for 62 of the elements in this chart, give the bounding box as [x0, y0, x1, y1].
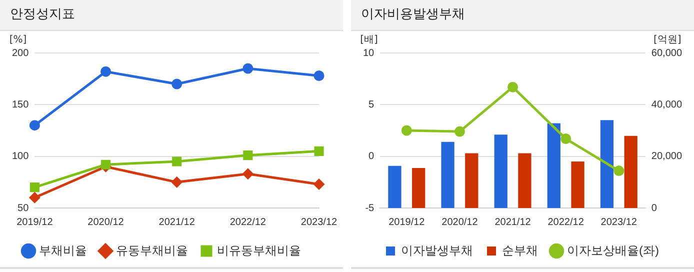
y-tick-label: -5: [365, 202, 375, 214]
point: [314, 70, 324, 81]
legend-label: 이자보상배율(좌): [567, 243, 660, 258]
point: [401, 125, 412, 136]
y-axis-title: [배]: [360, 34, 378, 46]
point: [314, 178, 324, 190]
point: [29, 192, 40, 203]
x-tick-label: 2023/12: [600, 216, 638, 228]
bar: [494, 134, 508, 208]
y-tick-label: 100: [12, 151, 30, 162]
point: [242, 168, 254, 180]
bar: [441, 142, 454, 208]
y-axis-title: [%]: [9, 34, 27, 46]
bar: [600, 120, 614, 208]
y2-axis-title: [억원]: [654, 34, 682, 46]
point: [172, 156, 182, 166]
legend-label: 비유동부채비율: [217, 243, 301, 258]
y-tick-label: 200: [12, 48, 30, 59]
point: [172, 78, 182, 90]
point: [242, 63, 254, 74]
point: [100, 66, 112, 77]
x-tick-label: 2022/12: [230, 216, 266, 228]
point: [29, 120, 40, 131]
x-tick-label: 2021/12: [158, 216, 196, 228]
point: [614, 166, 624, 176]
y2-tick-label: 20,000: [651, 151, 682, 162]
bar: [547, 123, 560, 208]
bar: [465, 153, 478, 208]
x-tick-label: 2019/12: [16, 216, 54, 228]
bar: [412, 168, 426, 208]
chart-title: 이자비용발생부채: [351, 0, 694, 31]
chart-title: 안정성지표: [0, 0, 343, 31]
x-tick-label: 2020/12: [442, 216, 478, 228]
y-tick-label: 0: [368, 151, 375, 162]
y2-tick-label: 60,000: [651, 48, 682, 59]
x-tick-label: 2020/12: [88, 216, 124, 228]
y-tick-label: 10: [363, 48, 375, 59]
bar: [388, 166, 402, 208]
point: [172, 176, 182, 188]
point: [314, 146, 324, 156]
y2-tick-label: 0: [651, 202, 658, 214]
bar: [624, 136, 638, 208]
x-tick-label: 2023/12: [300, 216, 338, 228]
point: [560, 134, 572, 144]
y-tick-label: 50: [18, 202, 30, 214]
y2-tick-label: 40,000: [651, 99, 682, 110]
point: [30, 182, 40, 192]
bar: [518, 153, 532, 208]
y-tick-label: 5: [368, 99, 375, 110]
point: [454, 126, 465, 137]
bar: [571, 162, 584, 208]
legend-label: 부채비율: [39, 243, 87, 258]
y-tick-label: 150: [12, 99, 30, 110]
legend-label: 이자발생부채: [401, 243, 474, 258]
point: [100, 160, 111, 170]
point: [243, 150, 253, 160]
x-tick-label: 2019/12: [388, 216, 426, 228]
point: [508, 82, 518, 92]
x-tick-label: 2021/12: [494, 216, 532, 228]
x-tick-label: 2022/12: [548, 216, 584, 228]
legend-label: 유동부채비율: [116, 243, 188, 258]
legend-label: 순부채: [502, 243, 538, 258]
